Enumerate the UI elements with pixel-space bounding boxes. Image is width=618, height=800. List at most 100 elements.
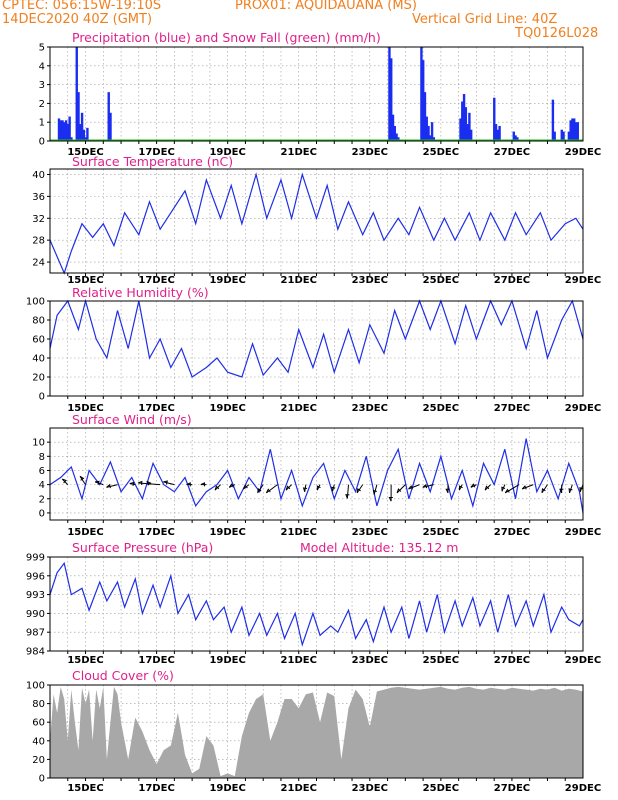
- x-tick-label: 15DEC: [67, 783, 103, 794]
- precip-bar: [422, 60, 425, 141]
- precip-bar: [82, 129, 86, 141]
- x-tick-label: 21DEC: [281, 655, 317, 666]
- header-model-id: TQ0126L028: [515, 26, 599, 41]
- x-tick-label: 29DEC: [565, 275, 601, 286]
- x-tick-label: 25DEC: [423, 783, 459, 794]
- precip-bar: [466, 124, 469, 141]
- y-tick-label: 999: [26, 553, 45, 564]
- precip-bar: [425, 116, 428, 141]
- x-tick-label: 23DEC: [352, 403, 388, 414]
- x-tick-label: 15DEC: [67, 403, 103, 414]
- precip-bar: [432, 137, 436, 141]
- x-tick-label: 25DEC: [423, 403, 459, 414]
- panel-title: Surface Temperature (nC): [72, 154, 233, 169]
- y-tick-label: 40: [32, 736, 45, 747]
- precip-bar: [512, 131, 516, 141]
- y-tick-label: 5: [39, 43, 45, 54]
- series-line: [49, 561, 584, 647]
- wind-vector-head: [501, 486, 506, 492]
- precip-bar: [75, 47, 78, 141]
- x-tick-label: 27DEC: [494, 147, 530, 158]
- wind-vector: [408, 484, 420, 490]
- wind-vector: [505, 484, 520, 494]
- x-tick-label: 23DEC: [352, 527, 388, 538]
- y-tick-label: 1: [39, 118, 45, 129]
- series-line: [49, 172, 584, 275]
- x-tick-label: 27DEC: [494, 655, 530, 666]
- y-tick-label: 993: [26, 590, 45, 601]
- x-tick-label: 17DEC: [138, 527, 174, 538]
- x-tick-label: 21DEC: [281, 527, 317, 538]
- precip-bar: [514, 135, 517, 141]
- y-tick-label: 4: [39, 61, 45, 72]
- wind-vector: [373, 484, 378, 495]
- precip-bar: [77, 92, 80, 141]
- x-tick-label: 25DEC: [423, 655, 459, 666]
- x-tick-label: 17DEC: [138, 275, 174, 286]
- x-tick-label: 17DEC: [138, 147, 174, 158]
- y-tick-label: 2: [39, 494, 45, 505]
- y-tick-label: 36: [32, 192, 45, 203]
- precip-bar: [574, 122, 578, 141]
- y-tick-label: 80: [32, 316, 45, 327]
- wind-vector: [266, 484, 278, 494]
- wind-vector: [106, 484, 118, 488]
- precip-bar: [469, 129, 473, 141]
- y-tick-label: 60: [32, 335, 45, 346]
- x-tick-label: 17DEC: [138, 783, 174, 794]
- cloud-cover-area: [50, 686, 583, 778]
- precip-bar: [462, 94, 466, 141]
- x-tick-label: 21DEC: [281, 403, 317, 414]
- series-line: [49, 438, 584, 514]
- precip-bar: [70, 137, 73, 141]
- x-tick-label: 25DEC: [423, 147, 459, 158]
- x-tick-label: 25DEC: [423, 527, 459, 538]
- y-tick-label: 0: [39, 508, 45, 519]
- panel-frame: [49, 46, 584, 142]
- precip-bar: [80, 112, 84, 141]
- wind-vector-head: [265, 488, 271, 494]
- x-tick-label: 21DEC: [281, 147, 317, 158]
- precip-bar: [494, 124, 498, 141]
- x-tick-label: 15DEC: [67, 275, 103, 286]
- x-tick-label: 29DEC: [565, 527, 601, 538]
- wind-vector: [396, 484, 406, 494]
- precip-bar: [576, 122, 579, 141]
- wind-vector: [79, 476, 86, 485]
- y-tick-label: 10: [32, 438, 45, 449]
- wind-vector-head: [214, 485, 220, 491]
- precip-bar: [468, 112, 471, 141]
- wind-vector-head: [129, 481, 135, 487]
- panel-title: Relative Humidity (%): [72, 285, 209, 300]
- wind-vector: [163, 481, 175, 486]
- precip-bar: [553, 131, 556, 141]
- wind-vector-head: [470, 483, 476, 488]
- precip-bar: [64, 120, 68, 141]
- wind-vector-head: [146, 480, 152, 486]
- precip-bar: [393, 125, 396, 141]
- wind-vector-head: [200, 482, 205, 487]
- precip-bar: [560, 129, 563, 141]
- wind-vector-head: [356, 488, 361, 493]
- wind-vector-head: [559, 488, 564, 494]
- wind-vector-head: [445, 488, 450, 494]
- x-tick-label: 19DEC: [209, 275, 245, 286]
- wind-vector: [346, 484, 349, 499]
- wind-vector-head: [372, 489, 377, 495]
- precip-bar: [395, 133, 398, 141]
- x-tick-label: 27DEC: [494, 527, 530, 538]
- panel-frame: [49, 556, 584, 652]
- y-tick-label: 100: [26, 681, 45, 692]
- header-run-date: 14DEC2020 40Z (GMT): [2, 12, 153, 27]
- x-tick-label: 25DEC: [423, 275, 459, 286]
- precip-bar: [109, 112, 112, 141]
- precip-bar: [84, 137, 87, 141]
- x-tick-label: 19DEC: [209, 655, 245, 666]
- wind-vector-head: [388, 497, 393, 502]
- y-tick-label: 20: [32, 373, 45, 384]
- y-tick-label: 28: [32, 236, 45, 247]
- wind-vector-head: [186, 482, 191, 487]
- y-tick-label: 32: [32, 214, 45, 225]
- wind-vector-head: [257, 488, 262, 493]
- y-tick-label: 20: [32, 755, 45, 766]
